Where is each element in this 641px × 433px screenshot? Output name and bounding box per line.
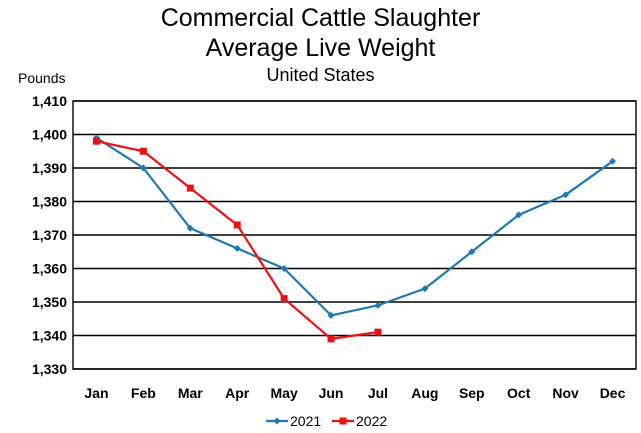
x-tick-label: Jan: [84, 385, 108, 401]
chart-title-line2: Average Live Weight: [205, 34, 436, 62]
x-tick-label: Dec: [600, 385, 626, 401]
chart-title: Commercial Cattle Slaughter: [160, 4, 481, 32]
y-tick-label: 1,350: [32, 294, 67, 310]
x-tick-label: Feb: [131, 385, 156, 401]
legend-label-2021: 2021: [290, 413, 321, 429]
data-point-2022: [186, 184, 194, 192]
series-line-2021: [95, 136, 614, 317]
x-tick-label: Nov: [552, 385, 579, 401]
x-tick-label: Jun: [319, 385, 344, 401]
chart-subtitle: United States: [266, 65, 375, 85]
y-tick-label: 1,340: [32, 328, 67, 344]
legend-marker-2022: [339, 417, 347, 425]
series-line-2022: [96, 140, 379, 340]
data-point-2021: [327, 311, 335, 319]
x-tick-label: Aug: [411, 385, 438, 401]
data-point-2022: [374, 328, 382, 336]
x-tick-label: Mar: [178, 385, 203, 401]
y-tick-label: 1,380: [32, 194, 67, 210]
y-tick-label: 1,360: [32, 261, 67, 277]
data-point-2021: [562, 191, 570, 199]
legend-label-2022: 2022: [356, 413, 387, 429]
data-point-2021: [374, 301, 382, 309]
x-tick-label: Jul: [368, 385, 388, 401]
y-tick-label: 1,410: [32, 93, 67, 109]
data-point-2022: [139, 147, 147, 155]
data-point-2021: [280, 265, 288, 272]
data-point-2022: [233, 221, 241, 229]
y-axis-unit-label: Pounds: [18, 70, 66, 86]
data-point-2022: [327, 335, 335, 343]
x-tick-label: Apr: [225, 385, 250, 401]
plot-area-border: [72, 100, 637, 370]
x-tick-label: Sep: [459, 385, 485, 401]
x-tick-label: May: [271, 385, 298, 401]
data-point-2021: [468, 248, 476, 256]
data-point-2021: [233, 244, 241, 252]
y-tick-label: 1,370: [32, 227, 67, 243]
y-tick-label: 1,400: [32, 127, 67, 143]
y-tick-label: 1,390: [32, 160, 67, 176]
legend-marker-2021: [273, 417, 281, 425]
y-tick-label: 1,330: [32, 361, 67, 377]
data-point-2022: [92, 137, 100, 145]
data-point-2021: [515, 211, 523, 219]
data-point-2021: [186, 224, 194, 232]
data-point-2022: [280, 295, 288, 303]
data-point-2021: [139, 164, 147, 172]
data-point-2021: [609, 157, 617, 165]
x-tick-label: Oct: [507, 385, 531, 401]
data-point-2021: [421, 285, 429, 293]
